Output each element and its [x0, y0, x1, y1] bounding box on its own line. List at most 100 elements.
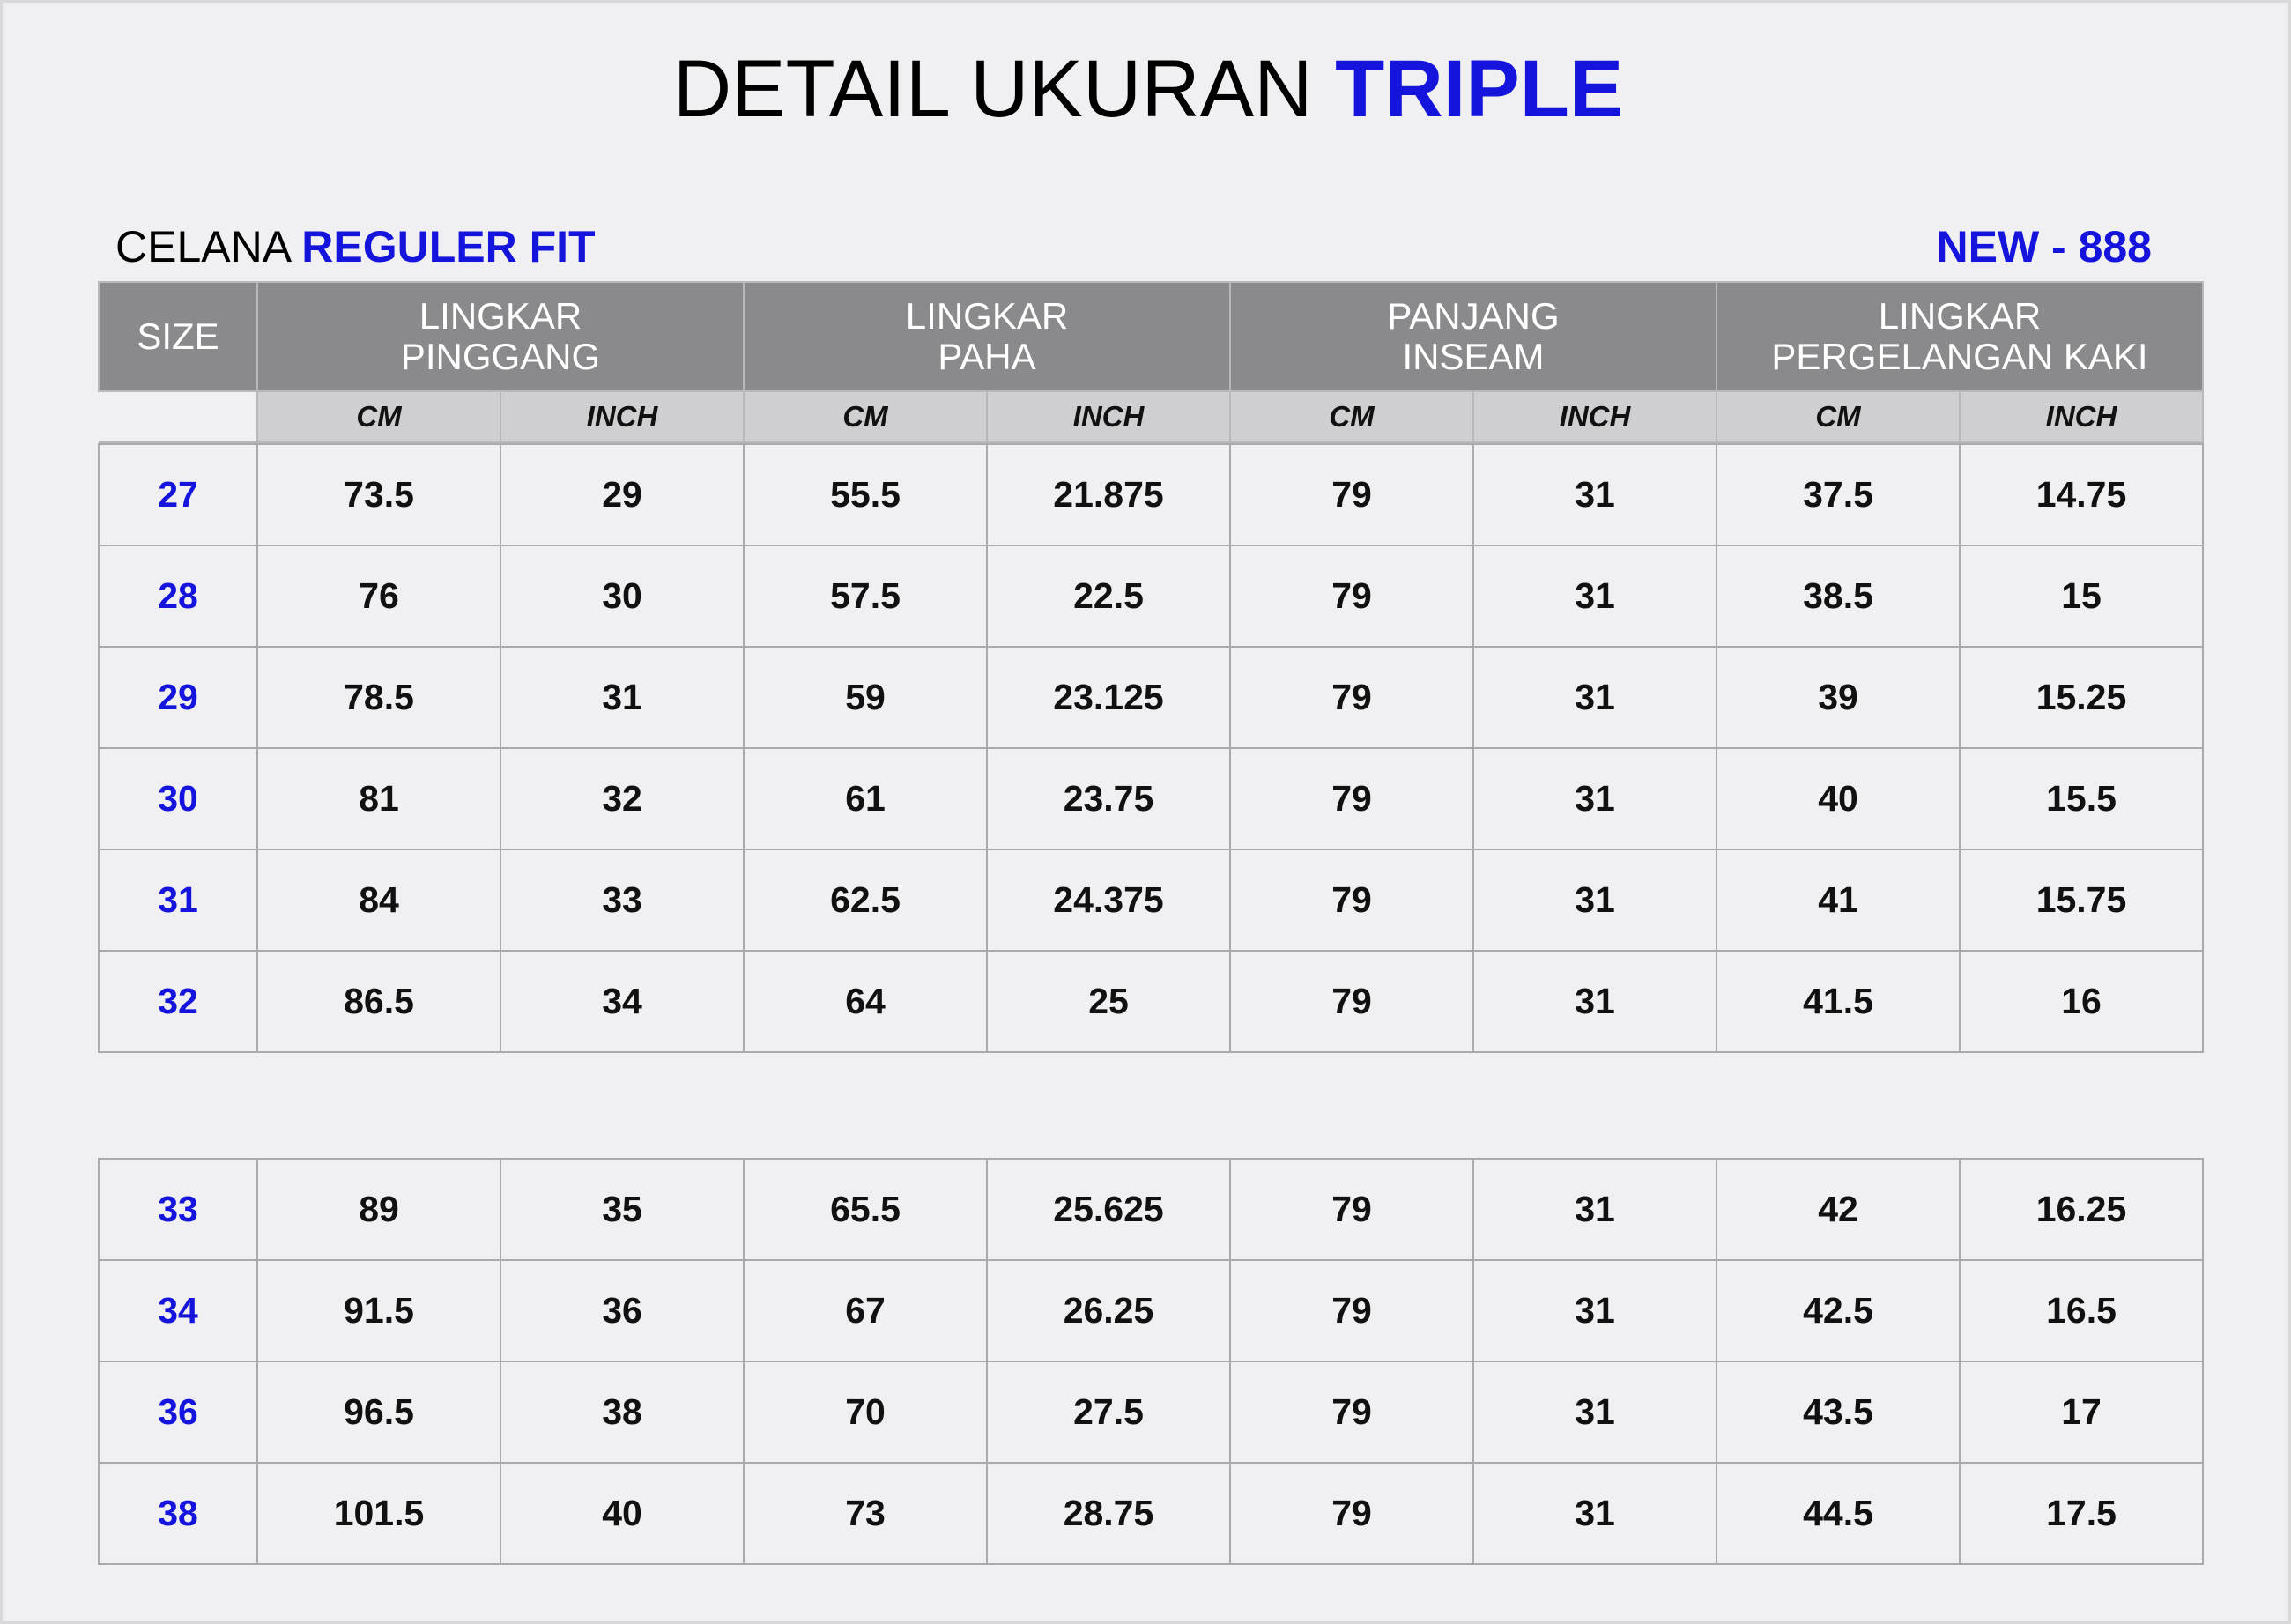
measure-cell: 86.5 — [256, 950, 501, 1053]
measure-cell: 31 — [500, 646, 745, 749]
unit-cm: CM — [256, 390, 501, 443]
title-main: DETAIL UKURAN — [672, 44, 1313, 134]
measure-cell: 89 — [256, 1158, 501, 1261]
measure-cell: 79 — [1229, 443, 1474, 546]
table-row: 36 96.5 38 70 27.5 79 31 43.5 17 — [98, 1361, 2204, 1464]
title-accent: TRIPLE — [1335, 44, 1624, 134]
header-line: PAHA — [938, 336, 1036, 377]
header-line: LINGKAR — [419, 294, 582, 337]
table-row: 31 84 33 62.5 24.375 79 31 41 15.75 — [98, 849, 2204, 952]
header-lingkar-pergelangan-kaki: LINGKAR PERGELANGAN KAKI — [1716, 281, 2204, 392]
measure-cell: 22.5 — [986, 545, 1231, 648]
measure-cell: 70 — [743, 1361, 988, 1464]
measure-cell: 31 — [1472, 1361, 1717, 1464]
unit-inch: INCH — [986, 390, 1231, 443]
header-line: LINGKAR — [1878, 294, 2042, 337]
size-cell: 31 — [98, 849, 258, 952]
measure-cell: 16.5 — [1959, 1259, 2204, 1362]
product-code: NEW - 888 — [1936, 222, 2152, 271]
measure-cell: 44.5 — [1716, 1462, 1961, 1565]
size-cell: 27 — [98, 443, 258, 546]
measure-cell: 79 — [1229, 646, 1474, 749]
measure-cell: 34 — [500, 950, 745, 1053]
measure-cell: 36 — [500, 1259, 745, 1362]
size-cell: 34 — [98, 1259, 258, 1362]
measure-cell: 25.625 — [986, 1158, 1231, 1261]
measure-cell: 31 — [1472, 1158, 1717, 1261]
measure-cell: 40 — [500, 1462, 745, 1565]
measure-cell: 76 — [256, 545, 501, 648]
measure-cell: 31 — [1472, 849, 1717, 952]
measure-cell: 79 — [1229, 849, 1474, 952]
measure-cell: 79 — [1229, 1361, 1474, 1464]
header-group-row: SIZE LINGKAR PINGGANG LINGKAR PAHA PANJA… — [98, 281, 2204, 392]
measure-cell: 17 — [1959, 1361, 2204, 1464]
measure-cell: 26.25 — [986, 1259, 1231, 1362]
measure-cell: 79 — [1229, 747, 1474, 850]
header-lingkar-pinggang: LINGKAR PINGGANG — [256, 281, 745, 392]
measure-cell: 16 — [1959, 950, 2204, 1053]
size-cell: 38 — [98, 1462, 258, 1565]
measure-cell: 64 — [743, 950, 988, 1053]
measure-cell: 59 — [743, 646, 988, 749]
table-row: 33 89 35 65.5 25.625 79 31 42 16.25 — [98, 1158, 2204, 1261]
header-line: LINGKAR — [905, 294, 1069, 337]
measure-cell: 25 — [986, 950, 1231, 1053]
measure-cell: 31 — [1472, 646, 1717, 749]
measure-cell: 43.5 — [1716, 1361, 1961, 1464]
measure-cell: 15.5 — [1959, 747, 2204, 850]
measure-cell: 57.5 — [743, 545, 988, 648]
measure-cell: 24.375 — [986, 849, 1231, 952]
measure-cell: 21.875 — [986, 443, 1231, 546]
measure-cell: 33 — [500, 849, 745, 952]
measure-cell: 79 — [1229, 950, 1474, 1053]
measure-cell: 28.75 — [986, 1462, 1231, 1565]
table-row: 29 78.5 31 59 23.125 79 31 39 15.25 — [98, 646, 2204, 749]
header-panjang-inseam: PANJANG INSEAM — [1229, 281, 1717, 392]
measure-cell: 31 — [1472, 443, 1717, 546]
size-cell: 28 — [98, 545, 258, 648]
measure-cell: 41 — [1716, 849, 1961, 952]
measure-cell: 79 — [1229, 1158, 1474, 1261]
measure-cell: 101.5 — [256, 1462, 501, 1565]
header-line: PANJANG — [1387, 294, 1560, 337]
size-cell: 36 — [98, 1361, 258, 1464]
measure-cell: 15.25 — [1959, 646, 2204, 749]
table-row: 28 76 30 57.5 22.5 79 31 38.5 15 — [98, 545, 2204, 648]
size-cell: 29 — [98, 646, 258, 749]
measure-cell: 23.125 — [986, 646, 1231, 749]
size-table-bottom: 33 89 35 65.5 25.625 79 31 42 16.25 34 91.5 36 67 26.… — [98, 1158, 2204, 1565]
measure-cell: 14.75 — [1959, 443, 2204, 546]
measure-cell: 40 — [1716, 747, 1961, 850]
measure-cell: 38.5 — [1716, 545, 1961, 648]
measure-cell: 31 — [1472, 950, 1717, 1053]
measure-cell: 39 — [1716, 646, 1961, 749]
measure-cell: 35 — [500, 1158, 745, 1261]
size-table-header: SIZE LINGKAR PINGGANG LINGKAR PAHA PANJA… — [98, 281, 2204, 443]
unit-inch: INCH — [1472, 390, 1717, 443]
measure-cell: 42.5 — [1716, 1259, 1961, 1362]
measure-cell: 38 — [500, 1361, 745, 1464]
page-title: DETAIL UKURAN TRIPLE — [3, 48, 2291, 130]
table-row: 38 101.5 40 73 28.75 79 31 44.5 17.5 — [98, 1462, 2204, 1565]
header-size: SIZE — [98, 281, 258, 392]
measure-cell: 32 — [500, 747, 745, 850]
header-unit-row: CM INCH CM INCH CM INCH CM INCH — [99, 390, 2204, 443]
measure-cell: 15.75 — [1959, 849, 2204, 952]
unit-cm: CM — [1229, 390, 1474, 443]
measure-cell: 42 — [1716, 1158, 1961, 1261]
measure-cell: 31 — [1472, 1462, 1717, 1565]
measure-cell: 96.5 — [256, 1361, 501, 1464]
size-cell: 30 — [98, 747, 258, 850]
measure-cell: 67 — [743, 1259, 988, 1362]
unit-inch: INCH — [1959, 390, 2204, 443]
header-lingkar-paha: LINGKAR PAHA — [743, 281, 1231, 392]
measure-cell: 23.75 — [986, 747, 1231, 850]
measure-cell: 65.5 — [743, 1158, 988, 1261]
header-blank — [99, 391, 257, 443]
measure-cell: 81 — [256, 747, 501, 850]
measure-cell: 31 — [1472, 1259, 1717, 1362]
subtitle-main: CELANA — [115, 222, 290, 271]
measure-cell: 15 — [1959, 545, 2204, 648]
measure-cell: 91.5 — [256, 1259, 501, 1362]
